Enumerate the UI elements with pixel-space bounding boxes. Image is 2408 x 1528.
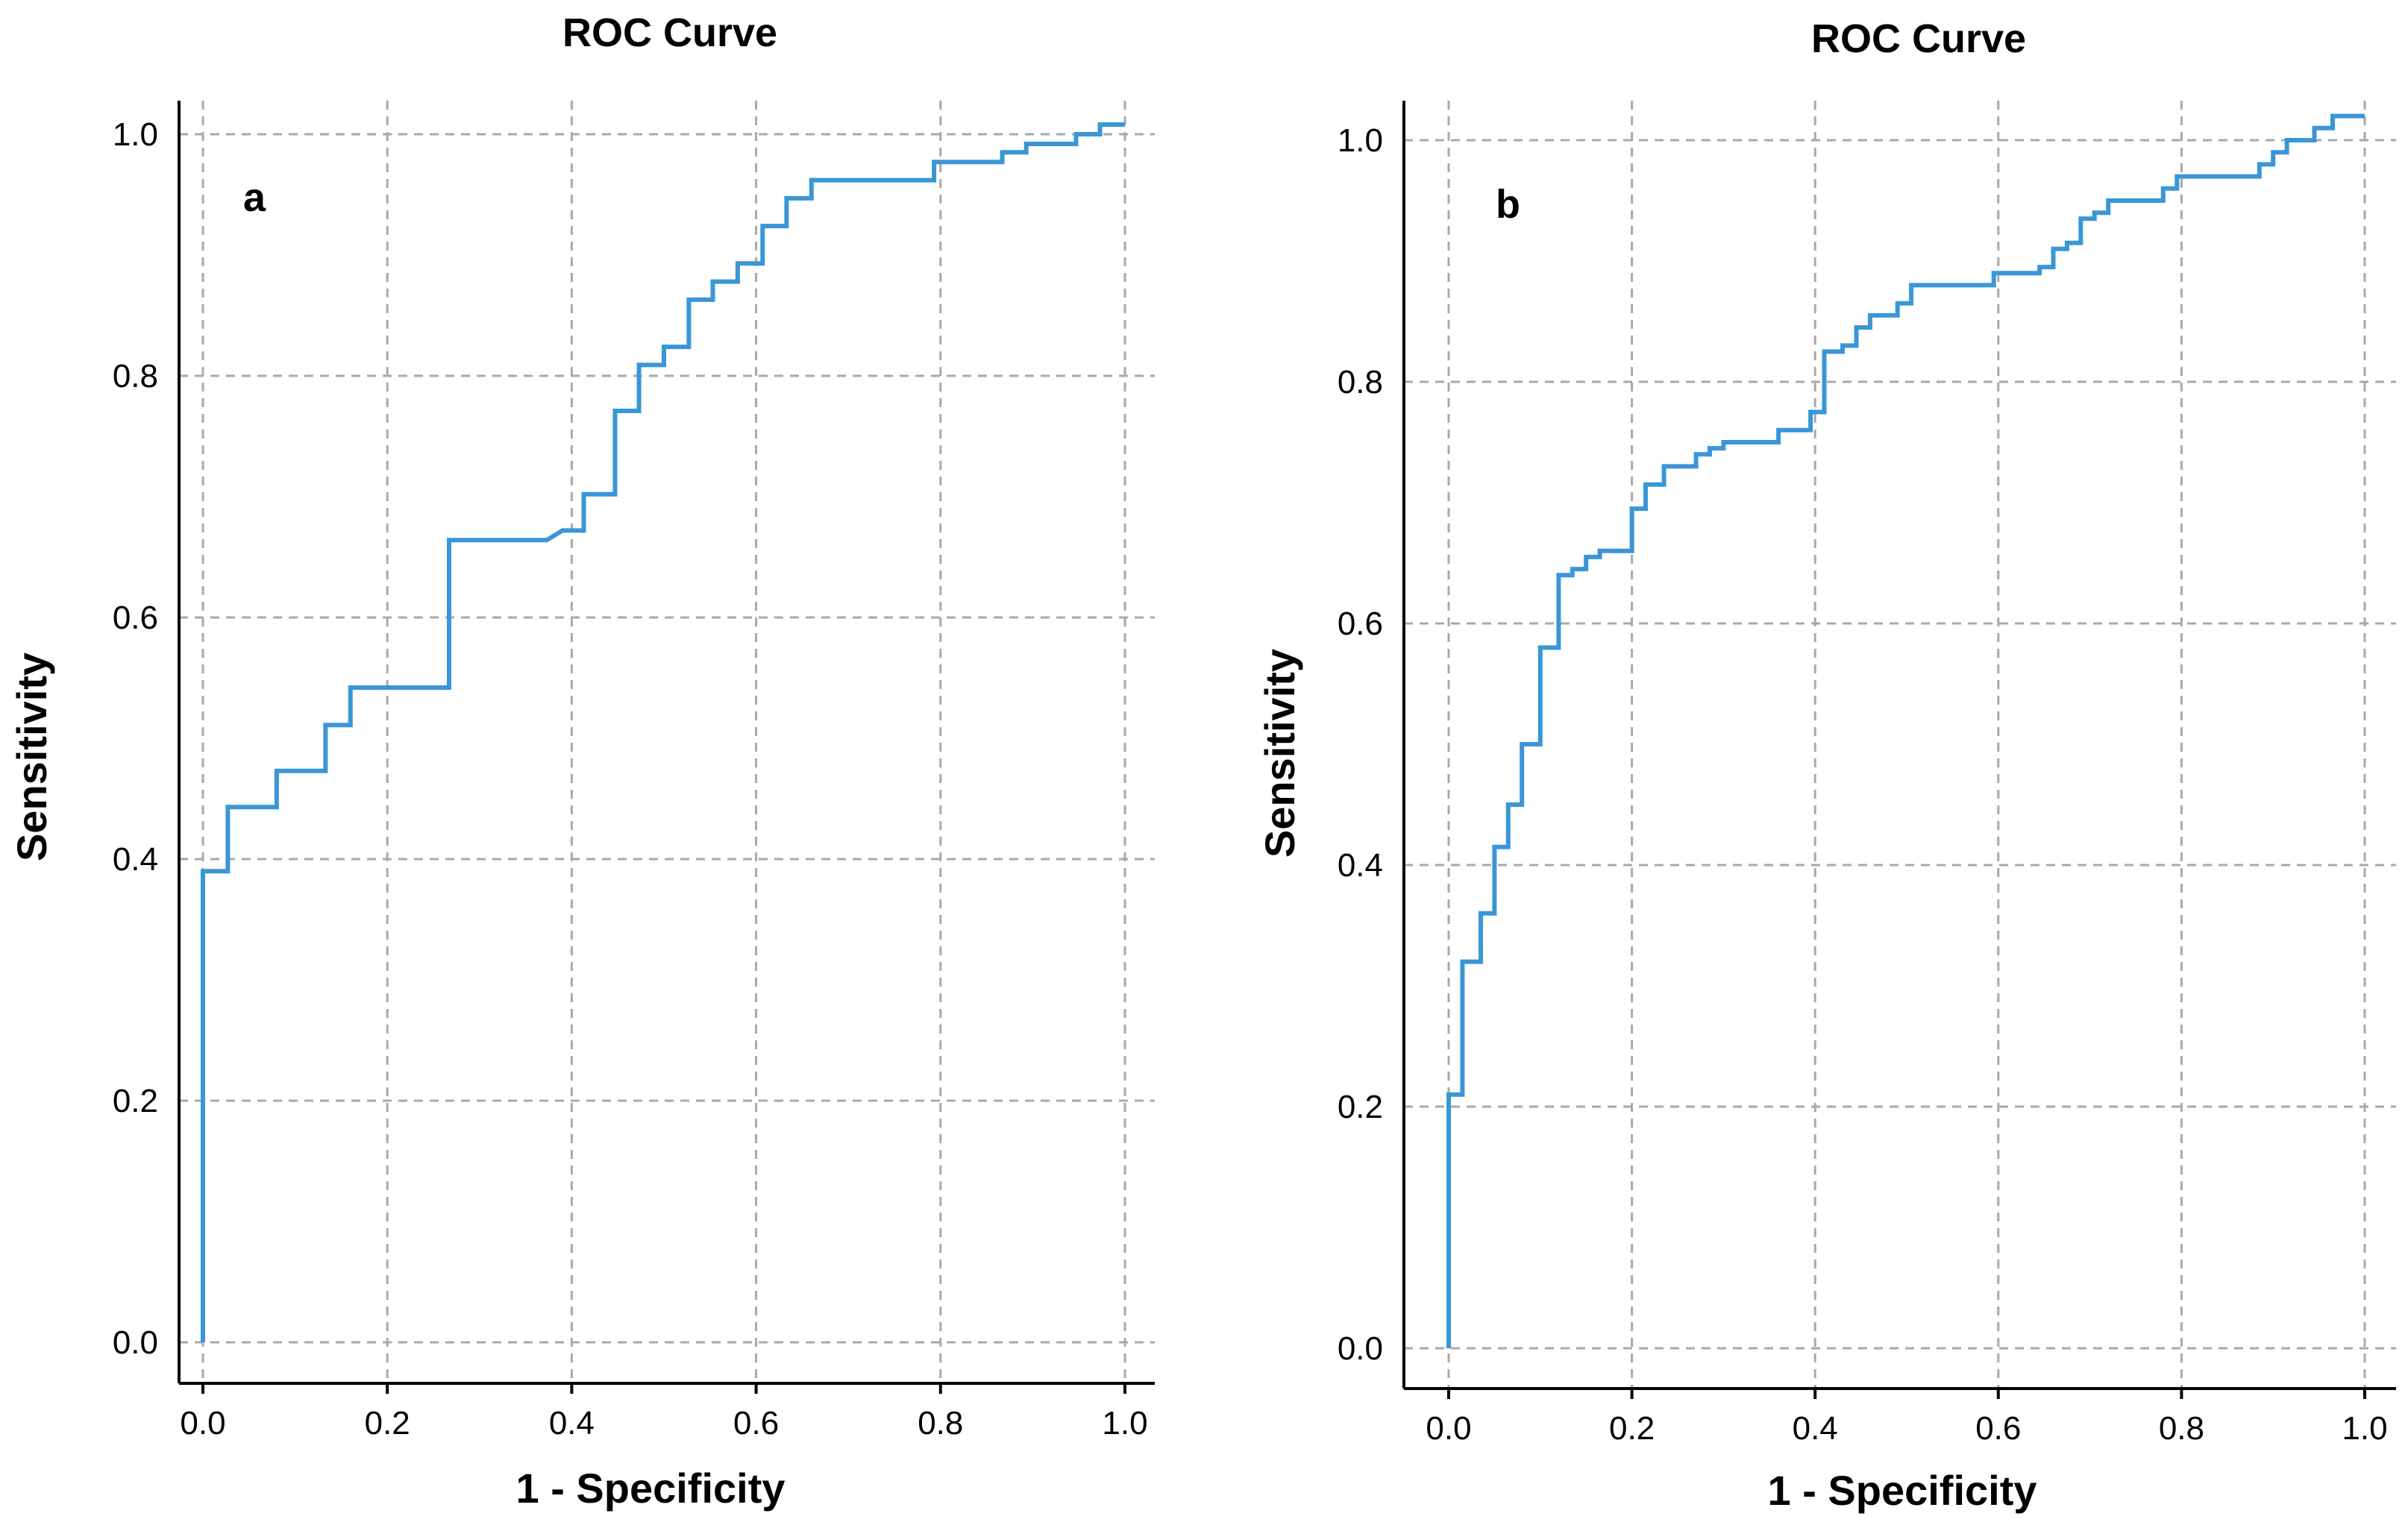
y-tick-label-a-0: 0.0 [113,1324,158,1361]
y-tick-label-b-5: 1.0 [1338,122,1383,159]
y-tick-label-b-0: 0.0 [1338,1330,1383,1367]
grid-lines-a [179,101,1155,1383]
chart-title-b: ROC Curve [1811,16,2026,61]
y-tick-label-a-5: 1.0 [113,116,158,153]
roc-chart-a: 0.0 0.2 0.4 0.6 0.8 1.0 0.0 0.2 0.4 0.6 0.8 1.0 ROC… [8,10,1155,1512]
ticks-a: 0.0 0.2 0.4 0.6 0.8 1.0 0.0 0.2 0.4 0.6 0.8 1.0 [113,116,1148,1441]
y-axis-label-a: Sensitivity [8,653,55,861]
x-tick-label-b-0: 0.0 [1426,1410,1471,1447]
x-tick-label-b-5: 1.0 [2342,1410,2387,1447]
x-tick-label-a-2: 0.4 [549,1405,595,1441]
x-tick-label-b-2: 0.4 [1793,1410,1838,1447]
y-tick-label-a-3: 0.6 [113,600,158,636]
x-axis-label-a: 1 - Specificity [515,1465,785,1512]
grid-lines-b [1404,101,2396,1389]
ticks-b: 0.0 0.2 0.4 0.6 0.8 1.0 0.0 0.2 0.4 0.6 0.8 1.0 [1338,122,2388,1447]
x-tick-label-a-1: 0.2 [365,1405,410,1441]
x-tick-label-a-0: 0.0 [180,1405,225,1441]
y-axis-label-b: Sensitivity [1256,649,1303,858]
roc-curve-b [1446,113,2365,1348]
y-tick-label-b-2: 0.4 [1338,847,1383,884]
axes-a [178,101,1155,1385]
y-tick-label-b-4: 0.8 [1338,364,1383,400]
x-tick-label-b-1: 0.2 [1609,1410,1655,1447]
y-tick-label-b-3: 0.6 [1338,606,1383,642]
x-tick-label-a-3: 0.6 [733,1405,779,1441]
x-tick-label-b-3: 0.6 [1975,1410,2021,1447]
roc-chart-b: 0.0 0.2 0.4 0.6 0.8 1.0 0.0 0.2 0.4 0.6 0.8 1.0 ROC… [1256,16,2396,1514]
x-axis-label-b: 1 - Specificity [1767,1467,2037,1514]
axes-b [1402,101,2396,1390]
x-tick-label-b-4: 0.8 [2159,1410,2204,1447]
y-tick-label-b-1: 0.2 [1338,1089,1383,1125]
y-tick-label-a-2: 0.4 [113,841,158,878]
x-tick-label-a-5: 1.0 [1102,1405,1147,1441]
y-tick-label-a-4: 0.8 [113,358,158,394]
panel-label-a: a [243,175,266,220]
panel-label-b: b [1496,182,1520,227]
x-tick-label-a-4: 0.8 [918,1405,963,1441]
y-tick-label-a-1: 0.2 [113,1083,158,1119]
roc-curve-a [201,122,1125,1342]
chart-title-a: ROC Curve [562,10,777,55]
